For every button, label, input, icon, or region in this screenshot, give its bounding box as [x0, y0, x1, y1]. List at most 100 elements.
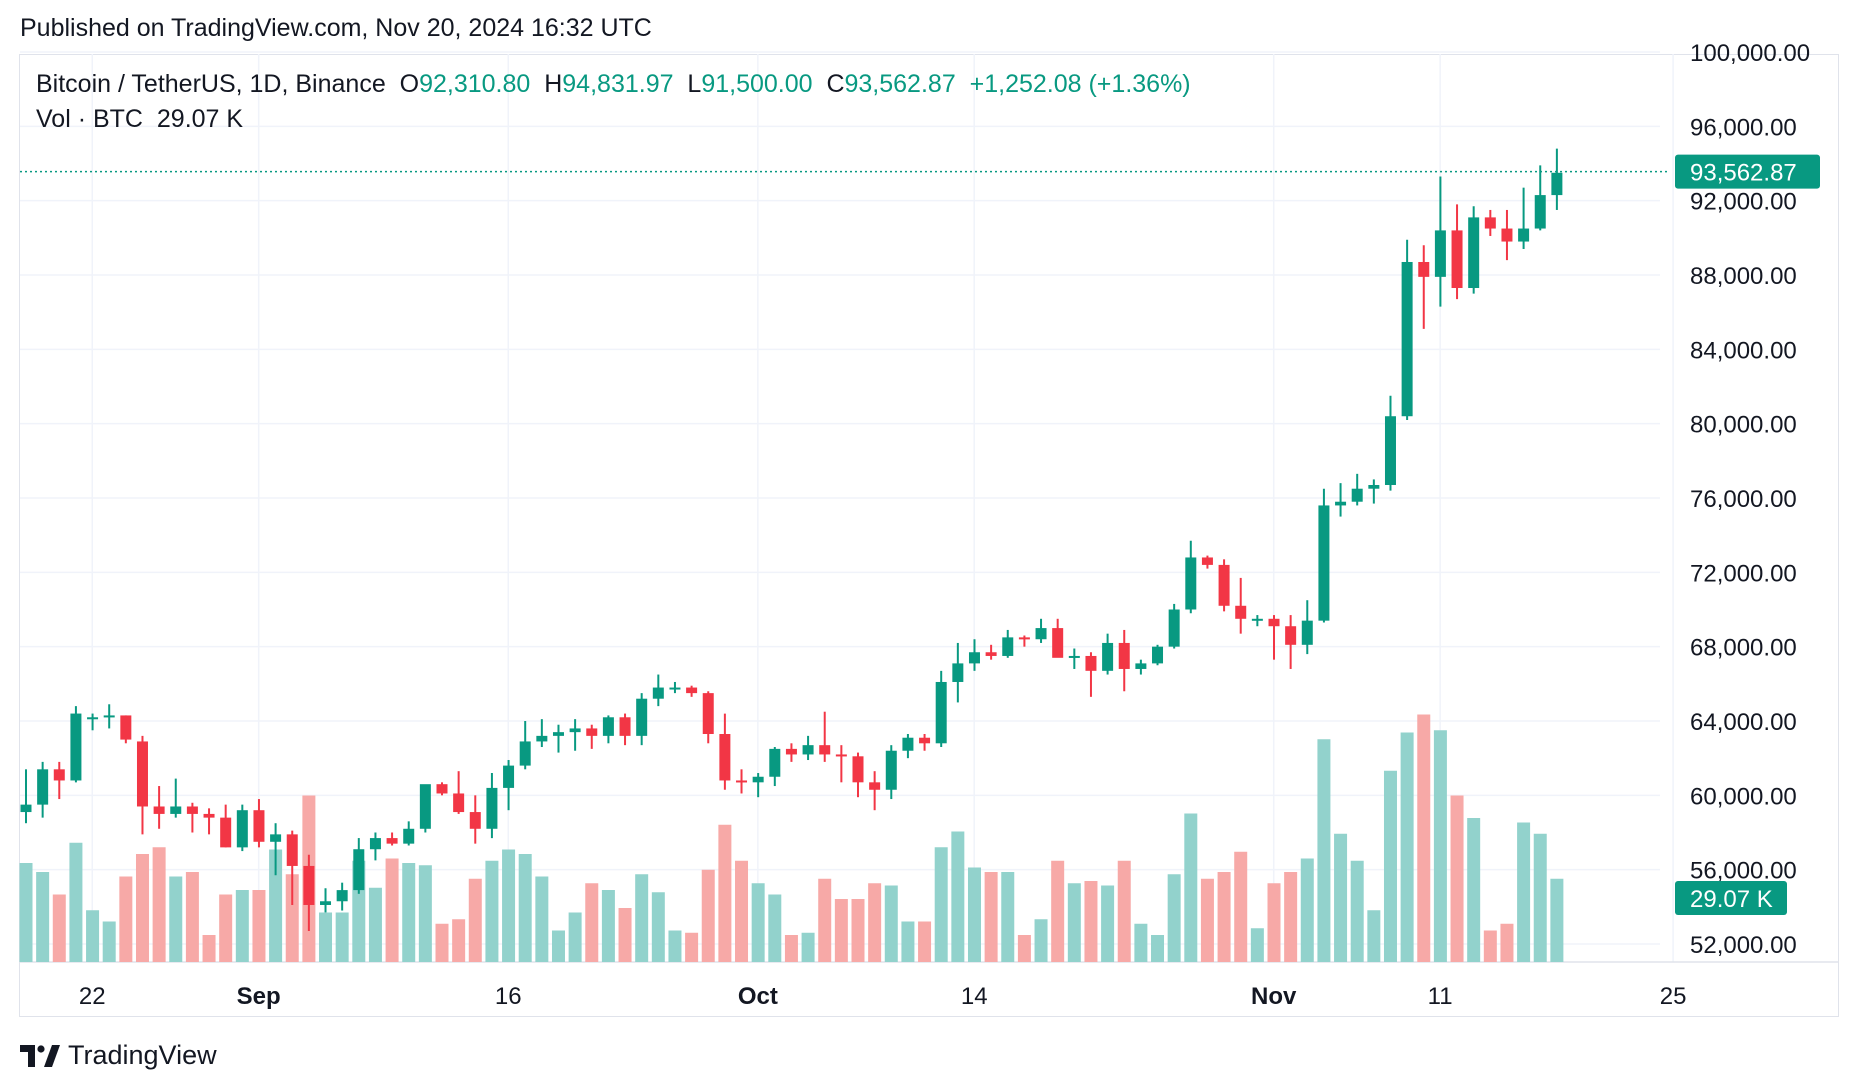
tradingview-logo-icon[interactable]: [20, 1044, 60, 1067]
candle-body: [1102, 642, 1114, 671]
symbol-title[interactable]: Bitcoin / TetherUS, 1D, Binance: [36, 70, 386, 98]
candle-body: [1235, 605, 1247, 619]
volume-bar: [135, 854, 149, 962]
candle-body: [1201, 557, 1213, 565]
volume-bar: [518, 854, 532, 962]
volume-bar: [1467, 818, 1481, 962]
volume-bar: [452, 919, 466, 962]
volume-bar: [801, 932, 815, 962]
volume-bar: [1217, 872, 1231, 962]
candle-body: [1401, 261, 1413, 417]
volume-bar: [1450, 795, 1464, 962]
volume-bar: [235, 890, 249, 962]
axis-badges: 93,562.87 29.07 K: [1675, 154, 1820, 915]
volume-bar: [1234, 851, 1248, 962]
volume-bar: [718, 824, 732, 962]
candle-body: [1301, 620, 1313, 645]
volume-bar: [668, 930, 682, 962]
candle-body: [1501, 228, 1513, 242]
candle-body: [353, 849, 365, 891]
candle-body: [153, 806, 165, 814]
candle-body: [1152, 646, 1164, 664]
volume-bar: [1151, 935, 1165, 962]
volume-bar: [1001, 872, 1015, 962]
volume-bar: [1051, 860, 1065, 962]
volume-bar: [1383, 770, 1397, 962]
candle-body: [869, 782, 881, 790]
candle-body: [769, 748, 781, 777]
time-tick-label: Oct: [738, 983, 778, 1010]
volume-bar: [618, 908, 632, 962]
volume-bar: [418, 865, 432, 962]
candle-body: [20, 804, 32, 813]
time-tick-label: 16: [495, 983, 522, 1010]
candle-body: [968, 652, 980, 664]
candle-body: [819, 745, 831, 755]
candle-body: [1018, 637, 1030, 640]
volume-bar: [934, 847, 948, 962]
candle-body: [1268, 618, 1280, 627]
price-tick-label: 100,000.00: [1690, 40, 1810, 67]
candle-body: [1135, 663, 1147, 669]
volume-bar: [1334, 833, 1348, 962]
open-value: 92,310.80: [419, 70, 531, 98]
time-tick-label: 14: [961, 983, 988, 1010]
volume-bar: [36, 872, 50, 962]
price-tick-label: 60,000.00: [1690, 783, 1797, 810]
candle-body: [1468, 217, 1480, 289]
volume-bar: [984, 872, 998, 962]
candle-body: [87, 717, 99, 720]
volume-bar: [651, 892, 665, 962]
volume-bars: [19, 714, 1564, 962]
candle-body: [1351, 488, 1363, 502]
last-volume-badge-label: 29.07 K: [1690, 886, 1773, 913]
candle-body: [186, 806, 198, 814]
volume-bar: [685, 932, 699, 962]
volume-bar: [951, 831, 965, 962]
price-tick-label: 64,000.00: [1690, 709, 1797, 736]
volume-bar: [19, 863, 33, 962]
volume-bar: [1417, 714, 1431, 962]
volume-bar: [185, 872, 199, 962]
candle-body: [1518, 228, 1530, 242]
candle-body: [1484, 217, 1496, 229]
candle-body: [303, 865, 315, 905]
candle-body: [1185, 557, 1197, 610]
volume-bar: [1533, 833, 1547, 962]
volume-bar: [1117, 860, 1131, 962]
price-tick-label: 80,000.00: [1690, 412, 1797, 439]
volume-bar: [1084, 881, 1098, 962]
price-tick-label: 68,000.00: [1690, 635, 1797, 662]
time-axis[interactable]: 22 Sep 16 Oct 14 Nov 11 25: [79, 983, 1687, 1010]
candle-body: [602, 717, 614, 736]
price-tick-label: 92,000.00: [1690, 189, 1797, 216]
volume-bar: [851, 899, 865, 962]
tradingview-brand[interactable]: TradingView: [68, 1040, 217, 1070]
volume-label[interactable]: Vol · BTC: [36, 105, 143, 133]
candle-body: [386, 838, 398, 844]
candle-body: [1551, 172, 1563, 196]
volume-bar: [285, 874, 299, 962]
price-axis[interactable]: 100,000.00 96,000.00 92,000.00 88,000.00 84,…: [1690, 40, 1810, 959]
volume-bar: [1483, 930, 1497, 962]
candle-body: [486, 787, 498, 829]
last-volume-badge: [1675, 881, 1787, 915]
volume-bar: [1517, 822, 1531, 962]
published-caption: Published on TradingView.com, Nov 20, 20…: [20, 14, 652, 42]
candle-body: [436, 784, 448, 794]
candle-body: [503, 765, 515, 788]
volume-bar: [884, 885, 898, 962]
volume-bar: [1184, 813, 1198, 962]
volume-bar: [102, 921, 116, 962]
candle-body: [1052, 628, 1064, 658]
candle-body: [1384, 416, 1396, 485]
volume-bar: [269, 849, 283, 962]
candle-body: [536, 735, 548, 742]
volume-bar: [1300, 858, 1314, 962]
candle-body: [919, 737, 931, 744]
candle-body: [369, 838, 381, 850]
candle-body: [885, 750, 897, 790]
volume-bar: [568, 912, 582, 962]
candle-body: [1451, 230, 1463, 289]
